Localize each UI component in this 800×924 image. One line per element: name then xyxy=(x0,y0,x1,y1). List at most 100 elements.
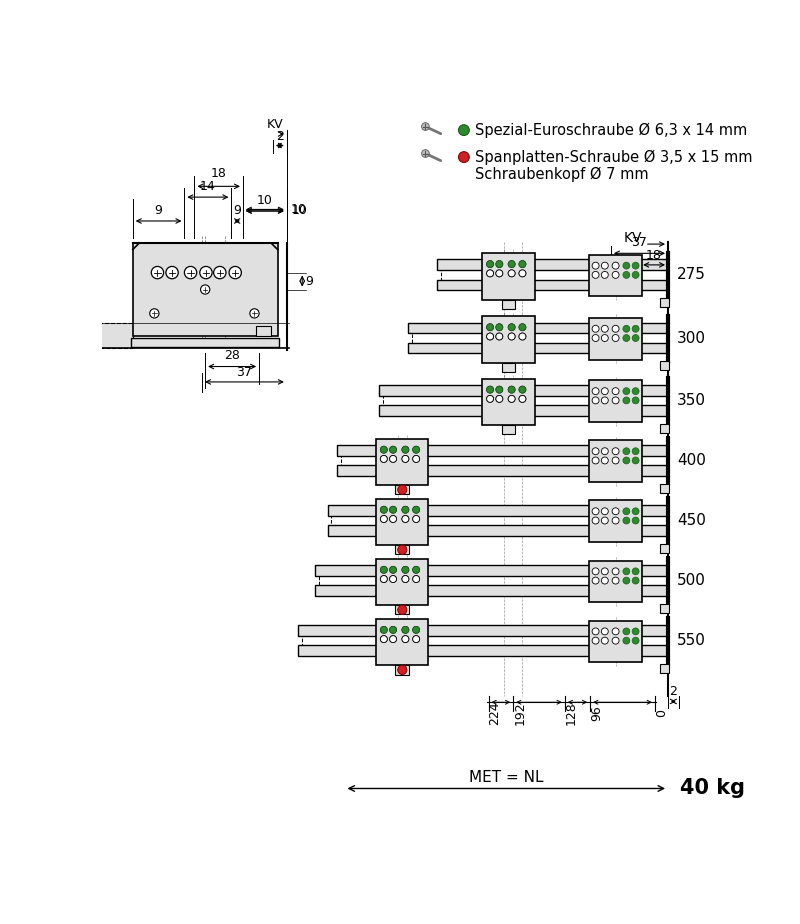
Bar xyxy=(315,585,668,596)
Circle shape xyxy=(592,628,599,635)
Circle shape xyxy=(413,516,420,522)
Circle shape xyxy=(422,123,430,130)
Text: 224: 224 xyxy=(489,701,502,724)
Circle shape xyxy=(623,457,630,464)
Bar xyxy=(395,545,410,554)
Text: 9: 9 xyxy=(306,274,313,287)
Circle shape xyxy=(458,125,470,136)
Circle shape xyxy=(486,395,494,402)
Circle shape xyxy=(623,508,630,515)
Circle shape xyxy=(508,323,515,331)
Circle shape xyxy=(390,446,397,453)
Circle shape xyxy=(602,262,608,269)
Circle shape xyxy=(612,388,619,395)
Circle shape xyxy=(632,457,639,464)
Circle shape xyxy=(486,261,494,268)
Circle shape xyxy=(413,446,420,453)
Circle shape xyxy=(612,397,619,404)
Circle shape xyxy=(623,568,630,575)
Circle shape xyxy=(413,566,420,573)
Circle shape xyxy=(380,506,387,513)
Bar xyxy=(328,505,668,516)
Circle shape xyxy=(496,333,502,340)
Circle shape xyxy=(402,626,409,633)
Bar xyxy=(131,338,279,347)
Circle shape xyxy=(612,457,619,464)
Bar xyxy=(590,381,642,422)
Circle shape xyxy=(413,636,420,642)
Circle shape xyxy=(592,568,599,575)
Circle shape xyxy=(519,323,526,331)
Circle shape xyxy=(508,386,515,393)
Circle shape xyxy=(390,636,397,642)
Circle shape xyxy=(486,323,494,331)
Circle shape xyxy=(390,576,397,582)
Circle shape xyxy=(592,262,599,269)
Text: 96: 96 xyxy=(590,705,603,721)
Circle shape xyxy=(486,333,494,340)
Circle shape xyxy=(390,566,397,573)
Circle shape xyxy=(402,636,409,642)
Circle shape xyxy=(166,266,178,279)
Bar xyxy=(660,543,670,553)
Text: Schraubenkopf Ø 7 mm: Schraubenkopf Ø 7 mm xyxy=(474,166,648,182)
Circle shape xyxy=(602,334,608,342)
Circle shape xyxy=(390,506,397,513)
Circle shape xyxy=(623,262,630,269)
Circle shape xyxy=(632,272,639,278)
Bar xyxy=(395,485,410,494)
Circle shape xyxy=(592,325,599,333)
Circle shape xyxy=(380,516,387,522)
Text: 10: 10 xyxy=(290,203,306,216)
Circle shape xyxy=(496,323,502,331)
Circle shape xyxy=(422,150,430,157)
Circle shape xyxy=(508,261,515,268)
Text: MET = NL: MET = NL xyxy=(469,771,543,785)
Circle shape xyxy=(592,457,599,464)
Circle shape xyxy=(508,270,515,277)
Circle shape xyxy=(380,636,387,642)
Circle shape xyxy=(402,456,409,462)
Circle shape xyxy=(214,266,226,279)
Circle shape xyxy=(390,446,397,453)
Circle shape xyxy=(612,448,619,455)
Circle shape xyxy=(402,506,409,513)
Circle shape xyxy=(496,395,502,402)
Bar xyxy=(502,425,515,434)
Circle shape xyxy=(380,576,387,582)
Circle shape xyxy=(632,388,639,395)
Circle shape xyxy=(612,638,619,644)
Bar xyxy=(376,499,429,545)
Circle shape xyxy=(592,638,599,644)
Circle shape xyxy=(519,270,526,277)
Circle shape xyxy=(380,456,387,462)
Circle shape xyxy=(508,323,515,331)
Circle shape xyxy=(519,333,526,340)
Text: 2: 2 xyxy=(276,130,284,143)
Circle shape xyxy=(486,270,494,277)
Circle shape xyxy=(398,545,407,554)
Bar xyxy=(256,326,271,336)
Circle shape xyxy=(632,638,639,644)
Circle shape xyxy=(612,517,619,524)
Text: 37: 37 xyxy=(237,366,252,379)
Bar xyxy=(94,322,133,348)
Text: 192: 192 xyxy=(513,701,526,724)
Circle shape xyxy=(612,272,619,278)
Circle shape xyxy=(612,262,619,269)
Bar xyxy=(660,361,670,371)
Text: 350: 350 xyxy=(677,393,706,407)
Circle shape xyxy=(380,626,387,633)
Circle shape xyxy=(602,517,608,524)
Circle shape xyxy=(229,266,242,279)
Circle shape xyxy=(592,517,599,524)
Circle shape xyxy=(402,516,409,522)
Circle shape xyxy=(402,576,409,582)
Bar xyxy=(437,279,668,290)
Bar xyxy=(337,465,668,476)
Bar xyxy=(379,405,668,416)
Circle shape xyxy=(496,270,502,277)
Circle shape xyxy=(496,386,502,393)
Circle shape xyxy=(519,323,526,331)
Circle shape xyxy=(519,261,526,268)
